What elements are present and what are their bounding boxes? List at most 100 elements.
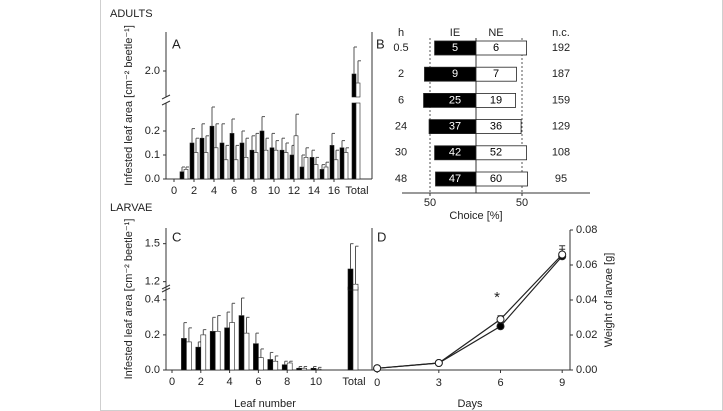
bar-count: 36 [490, 121, 502, 133]
x-tick-label: 8 [284, 376, 290, 388]
x-tick-label: 6 [497, 377, 503, 389]
bar [229, 133, 235, 180]
x-tick-label: 8 [251, 185, 257, 197]
x-tick-label: 10 [310, 376, 322, 388]
bar [301, 367, 307, 371]
total-bar [355, 102, 361, 180]
row-label: 6 [398, 94, 404, 106]
panel-label: A [172, 36, 181, 51]
x-tick-label: 6 [231, 185, 237, 197]
x-axis-label: Days [457, 398, 483, 410]
bar [183, 169, 189, 180]
section-title: ADULTS [110, 8, 153, 20]
bar [267, 359, 274, 371]
bar [475, 66, 517, 82]
bar [299, 166, 305, 180]
panel-label: C [172, 229, 181, 244]
row-label: 2 [398, 68, 404, 80]
section-title: LARVAE [110, 202, 152, 214]
y-tick-label: 0.0 [145, 173, 160, 185]
bar [243, 157, 249, 180]
axis-break [161, 100, 171, 106]
x-tick-label: 14 [308, 185, 320, 197]
y2-axis-label: Weight of larvae [g] [603, 253, 615, 348]
nc-value: 95 [555, 173, 567, 185]
y-tick-label: 0.0 [145, 364, 160, 376]
bar [269, 147, 275, 180]
bar [263, 149, 269, 180]
y2-tick-label: 0.02 [576, 329, 597, 341]
bar [303, 157, 309, 180]
total-bar [352, 283, 359, 291]
bar [272, 360, 279, 371]
bar [200, 334, 207, 371]
series-line [377, 254, 563, 369]
total-bar [352, 286, 359, 371]
bar [319, 169, 325, 180]
bar [289, 154, 295, 180]
x-tick-label: 4 [227, 376, 233, 388]
x-tick-label: 0 [169, 376, 175, 388]
bar-count: 6 [493, 42, 499, 54]
y2-tick-label: 0.04 [576, 294, 597, 306]
total-bar [351, 73, 357, 98]
y-axis-label: Infested leaf area [cm⁻² beetle⁻¹] [123, 219, 135, 380]
bar-count: 60 [490, 173, 502, 185]
bar [279, 149, 285, 180]
bar [219, 142, 225, 180]
bar [224, 327, 230, 371]
point [434, 359, 443, 367]
bar [239, 142, 245, 180]
bar [343, 152, 349, 180]
bar [181, 338, 187, 371]
total-bar [347, 268, 354, 291]
bar [195, 346, 202, 371]
bar-count: 42 [449, 147, 461, 159]
bar [214, 331, 221, 371]
bar [233, 159, 239, 180]
bar [186, 341, 192, 371]
bar [293, 135, 299, 180]
bar [209, 331, 216, 371]
bar [310, 367, 317, 371]
bar [329, 145, 335, 180]
bar [259, 130, 265, 180]
bar [475, 145, 527, 161]
bar [286, 362, 293, 371]
bar [258, 357, 264, 371]
bar [253, 343, 259, 371]
x-tick-label: 2 [191, 185, 197, 197]
row-label: 30 [395, 147, 407, 159]
bar-count: 9 [452, 68, 458, 80]
series-line [377, 255, 563, 369]
bar-count: 5 [452, 42, 458, 54]
x-tick-label: 0 [374, 377, 380, 389]
x-tick-label: 0 [171, 185, 177, 197]
bar [189, 142, 195, 180]
bar [229, 322, 235, 371]
bar [193, 152, 199, 180]
x-tick-label: 3 [436, 377, 442, 389]
x-tick-label: Total [345, 185, 368, 197]
annotation: * [494, 289, 500, 306]
point [496, 322, 505, 331]
y2-tick-label: 0.06 [576, 259, 597, 271]
column-header: NE [488, 27, 503, 39]
nc-value: 159 [552, 94, 570, 106]
bar [238, 315, 245, 371]
bar-count: 19 [490, 94, 502, 106]
point [373, 364, 382, 373]
bar [315, 368, 322, 371]
panel-label: D [377, 229, 386, 244]
bar-count: 37 [449, 121, 461, 133]
bar [475, 119, 522, 134]
panel-label: B [376, 36, 385, 51]
bar [309, 157, 315, 180]
column-header: IE [450, 27, 460, 39]
total-bar [351, 102, 357, 180]
bar-count: 7 [493, 68, 499, 80]
bar [273, 149, 279, 180]
bar [313, 164, 319, 180]
